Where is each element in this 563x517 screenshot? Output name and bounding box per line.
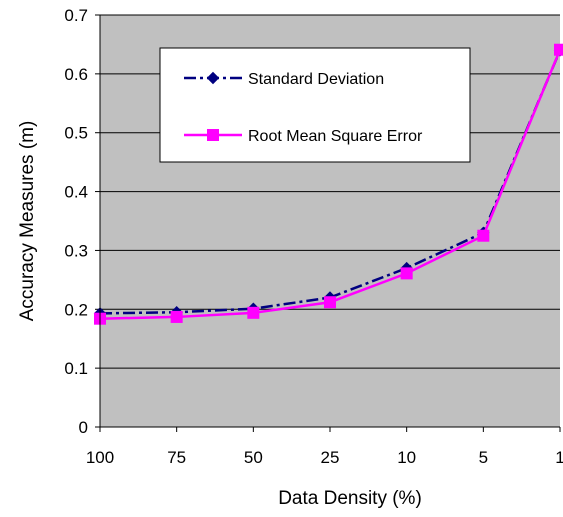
y-tick-label: 0	[79, 418, 88, 437]
x-tick-label: 1	[555, 448, 563, 467]
square-marker	[400, 267, 413, 280]
legend-label: Root Mean Square Error	[248, 128, 423, 145]
y-tick-label: 0.2	[64, 300, 88, 319]
square-marker	[554, 43, 563, 56]
x-tick-label: 5	[479, 448, 488, 467]
legend-square-marker	[207, 129, 219, 141]
y-tick-label: 0.4	[64, 183, 88, 202]
x-tick-label: 10	[397, 448, 416, 467]
legend-diamond-marker	[206, 71, 220, 85]
y-axis-ticks: 0 0.1 0.2 0.3 0.4 0.5 0.6 0.7	[64, 6, 100, 437]
x-tick-label: 25	[321, 448, 340, 467]
square-marker	[324, 296, 336, 309]
series-layer	[93, 43, 563, 325]
y-tick-label: 0.7	[64, 6, 88, 25]
x-tick-label: 75	[167, 448, 186, 467]
legend-box	[159, 47, 471, 163]
legend: Standard Deviation Root Mean Square Error	[159, 47, 471, 163]
y-tick-label: 0.3	[64, 241, 88, 260]
square-marker	[170, 310, 183, 323]
square-marker	[247, 306, 260, 319]
y-tick-label: 0.1	[64, 359, 88, 378]
x-tick-label: 50	[244, 448, 263, 467]
y-tick-label: 0.6	[64, 65, 88, 84]
x-tick-label: 100	[86, 448, 114, 467]
x-axis-title: Data Density (%)	[278, 488, 422, 509]
series-square	[94, 43, 563, 325]
legend-label: Standard Deviation	[248, 71, 384, 88]
x-axis-ticks: 100 75 50 25 10 5 1	[86, 427, 563, 467]
square-marker	[477, 229, 490, 242]
y-tick-label: 0.5	[64, 124, 88, 143]
y-axis-title: Accuracy Measures (m)	[17, 121, 38, 322]
